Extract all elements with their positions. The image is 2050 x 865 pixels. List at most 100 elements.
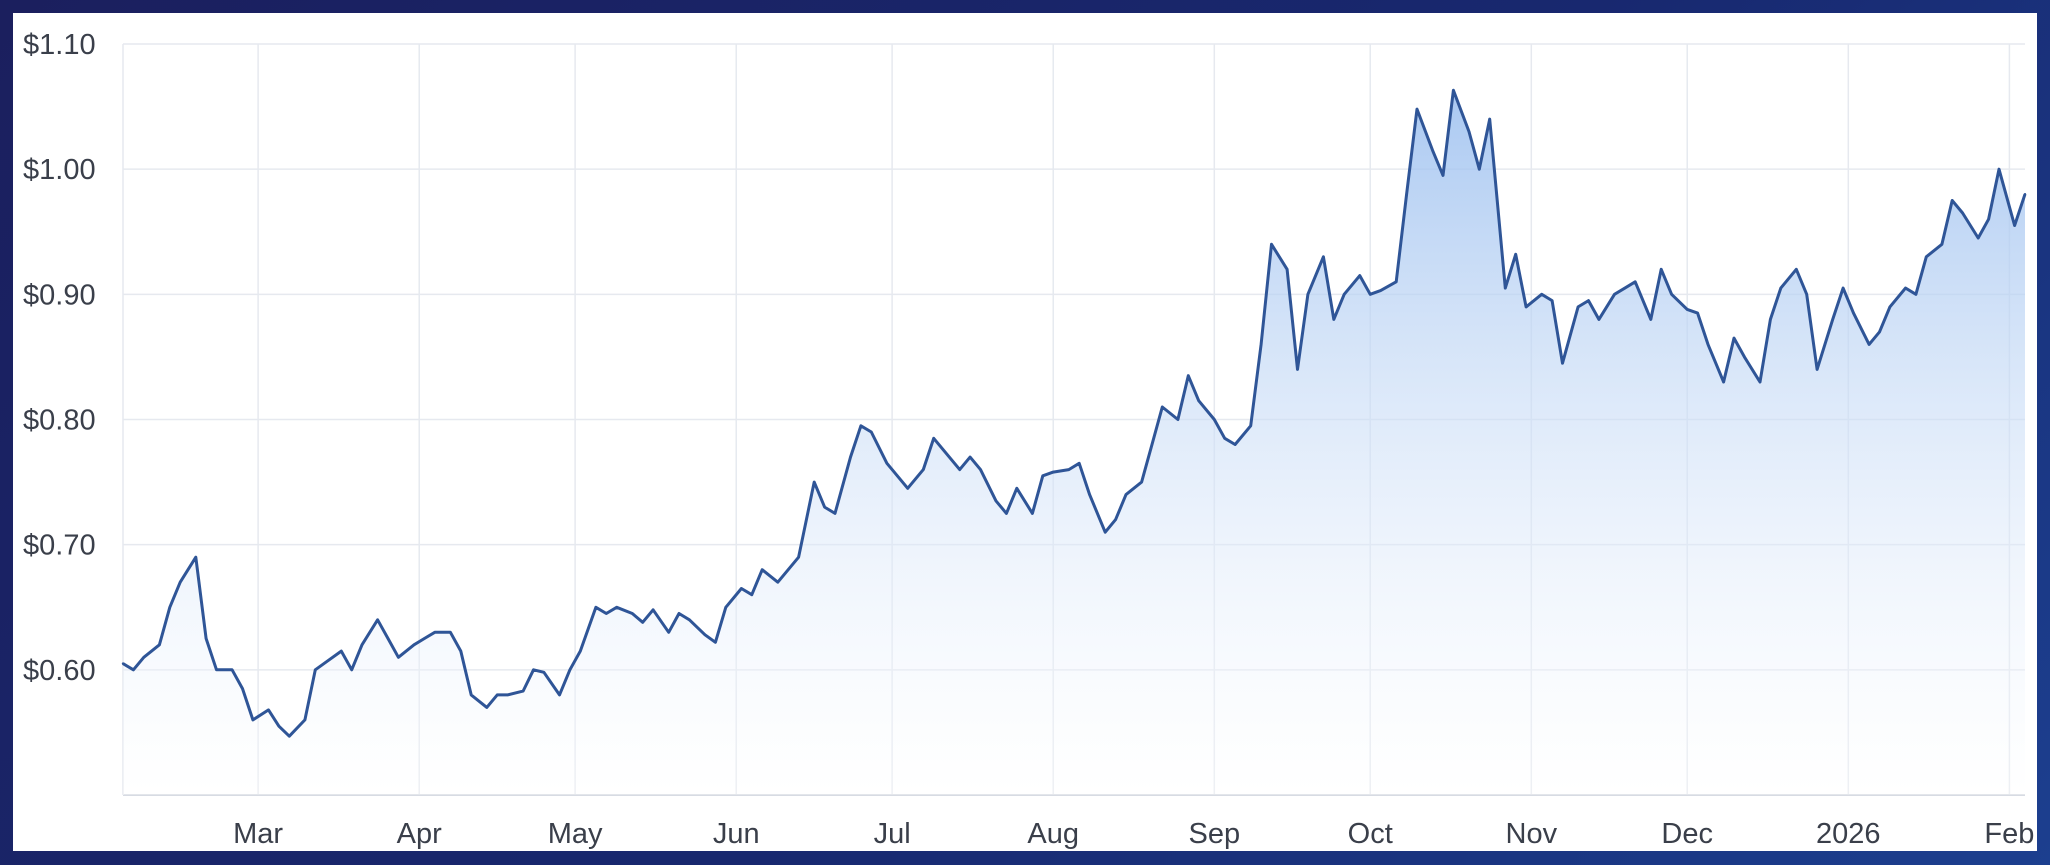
data-point xyxy=(194,556,197,559)
data-point xyxy=(750,593,753,596)
data-point xyxy=(1613,293,1616,296)
data-point xyxy=(942,449,946,452)
data-point xyxy=(787,568,790,571)
data-point xyxy=(932,437,935,440)
data-point xyxy=(179,581,182,584)
data-point xyxy=(1332,318,1336,321)
data-point xyxy=(1270,243,1273,246)
data-point xyxy=(1550,299,1554,302)
data-point xyxy=(496,693,499,697)
data-point xyxy=(1150,443,1154,446)
data-point xyxy=(922,468,925,471)
data-point xyxy=(859,424,863,427)
data-point xyxy=(288,735,291,738)
y-tick-label: $0.90 xyxy=(23,279,96,311)
data-point xyxy=(350,668,353,671)
data-point xyxy=(1914,293,1918,296)
data-point xyxy=(1504,286,1507,290)
data-point xyxy=(1124,493,1128,496)
data-point xyxy=(849,455,852,459)
data-point xyxy=(1779,286,1783,290)
x-tick-label: Apr xyxy=(397,818,442,850)
data-point xyxy=(1878,330,1881,334)
data-point xyxy=(1660,268,1663,271)
data-point xyxy=(1478,168,1481,171)
data-point xyxy=(1031,512,1034,515)
data-point xyxy=(449,631,452,634)
data-point xyxy=(1732,336,1736,340)
x-tick-label: Dec xyxy=(1661,818,1713,850)
data-point xyxy=(1187,374,1190,377)
data-point xyxy=(1831,318,1834,321)
data-point xyxy=(386,637,390,640)
data-point xyxy=(1925,255,1928,258)
data-point xyxy=(1852,311,1855,315)
x-tick-label: Oct xyxy=(1348,818,1393,850)
data-point xyxy=(1114,518,1117,521)
data-point xyxy=(340,649,343,653)
data-point xyxy=(521,689,525,693)
data-point xyxy=(303,718,307,722)
data-point xyxy=(1067,468,1071,471)
data-point xyxy=(1623,286,1627,290)
data-point xyxy=(1197,399,1200,402)
data-point xyxy=(241,687,244,690)
data-point xyxy=(1176,418,1180,421)
data-point xyxy=(1088,493,1091,496)
data-point xyxy=(1306,293,1310,296)
data-point xyxy=(896,474,899,477)
data-point xyxy=(542,671,546,674)
data-point xyxy=(1841,286,1845,290)
data-point xyxy=(314,668,317,671)
data-point xyxy=(761,568,764,571)
data-point xyxy=(1587,299,1590,302)
series-area-fill xyxy=(123,90,2025,796)
data-point xyxy=(1815,368,1819,371)
data-point xyxy=(1696,311,1699,315)
data-point xyxy=(979,468,982,471)
data-point xyxy=(968,455,972,459)
data-point xyxy=(1977,236,1980,240)
data-point xyxy=(677,612,681,615)
data-point xyxy=(1369,293,1372,296)
data-point xyxy=(1867,343,1871,346)
data-point xyxy=(251,718,255,722)
data-point xyxy=(1015,487,1018,490)
data-point xyxy=(1223,437,1226,440)
data-point xyxy=(1888,305,1892,309)
data-point xyxy=(906,487,909,490)
data-point xyxy=(1576,305,1580,309)
data-point xyxy=(1904,286,1907,290)
data-point xyxy=(506,693,509,697)
data-point xyxy=(1005,512,1008,515)
y-tick-label: $0.60 xyxy=(23,655,96,687)
data-point xyxy=(1358,274,1362,277)
data-point xyxy=(958,468,961,471)
data-point xyxy=(1561,362,1564,365)
data-point xyxy=(158,643,161,646)
data-point xyxy=(267,708,270,712)
data-point xyxy=(397,656,400,659)
data-point xyxy=(1379,289,1382,292)
data-point xyxy=(1452,89,1455,92)
data-point xyxy=(1987,218,1990,221)
data-point xyxy=(485,706,488,709)
data-point xyxy=(724,606,727,609)
data-point xyxy=(823,505,826,509)
data-point xyxy=(2013,224,2016,227)
data-point xyxy=(168,606,171,609)
x-tick-label: Jul xyxy=(874,818,911,850)
data-point xyxy=(1343,293,1346,296)
data-point xyxy=(1997,168,2001,171)
data-point xyxy=(1285,268,1289,271)
data-point xyxy=(776,581,779,584)
data-point xyxy=(1961,211,1964,215)
data-point xyxy=(1140,480,1143,484)
data-point xyxy=(121,662,125,665)
data-point xyxy=(1052,470,1055,474)
data-point xyxy=(1213,418,1216,421)
data-point xyxy=(1769,318,1772,321)
data-point xyxy=(277,725,281,728)
data-point xyxy=(470,693,473,697)
y-tick-label: $0.80 xyxy=(23,405,96,437)
